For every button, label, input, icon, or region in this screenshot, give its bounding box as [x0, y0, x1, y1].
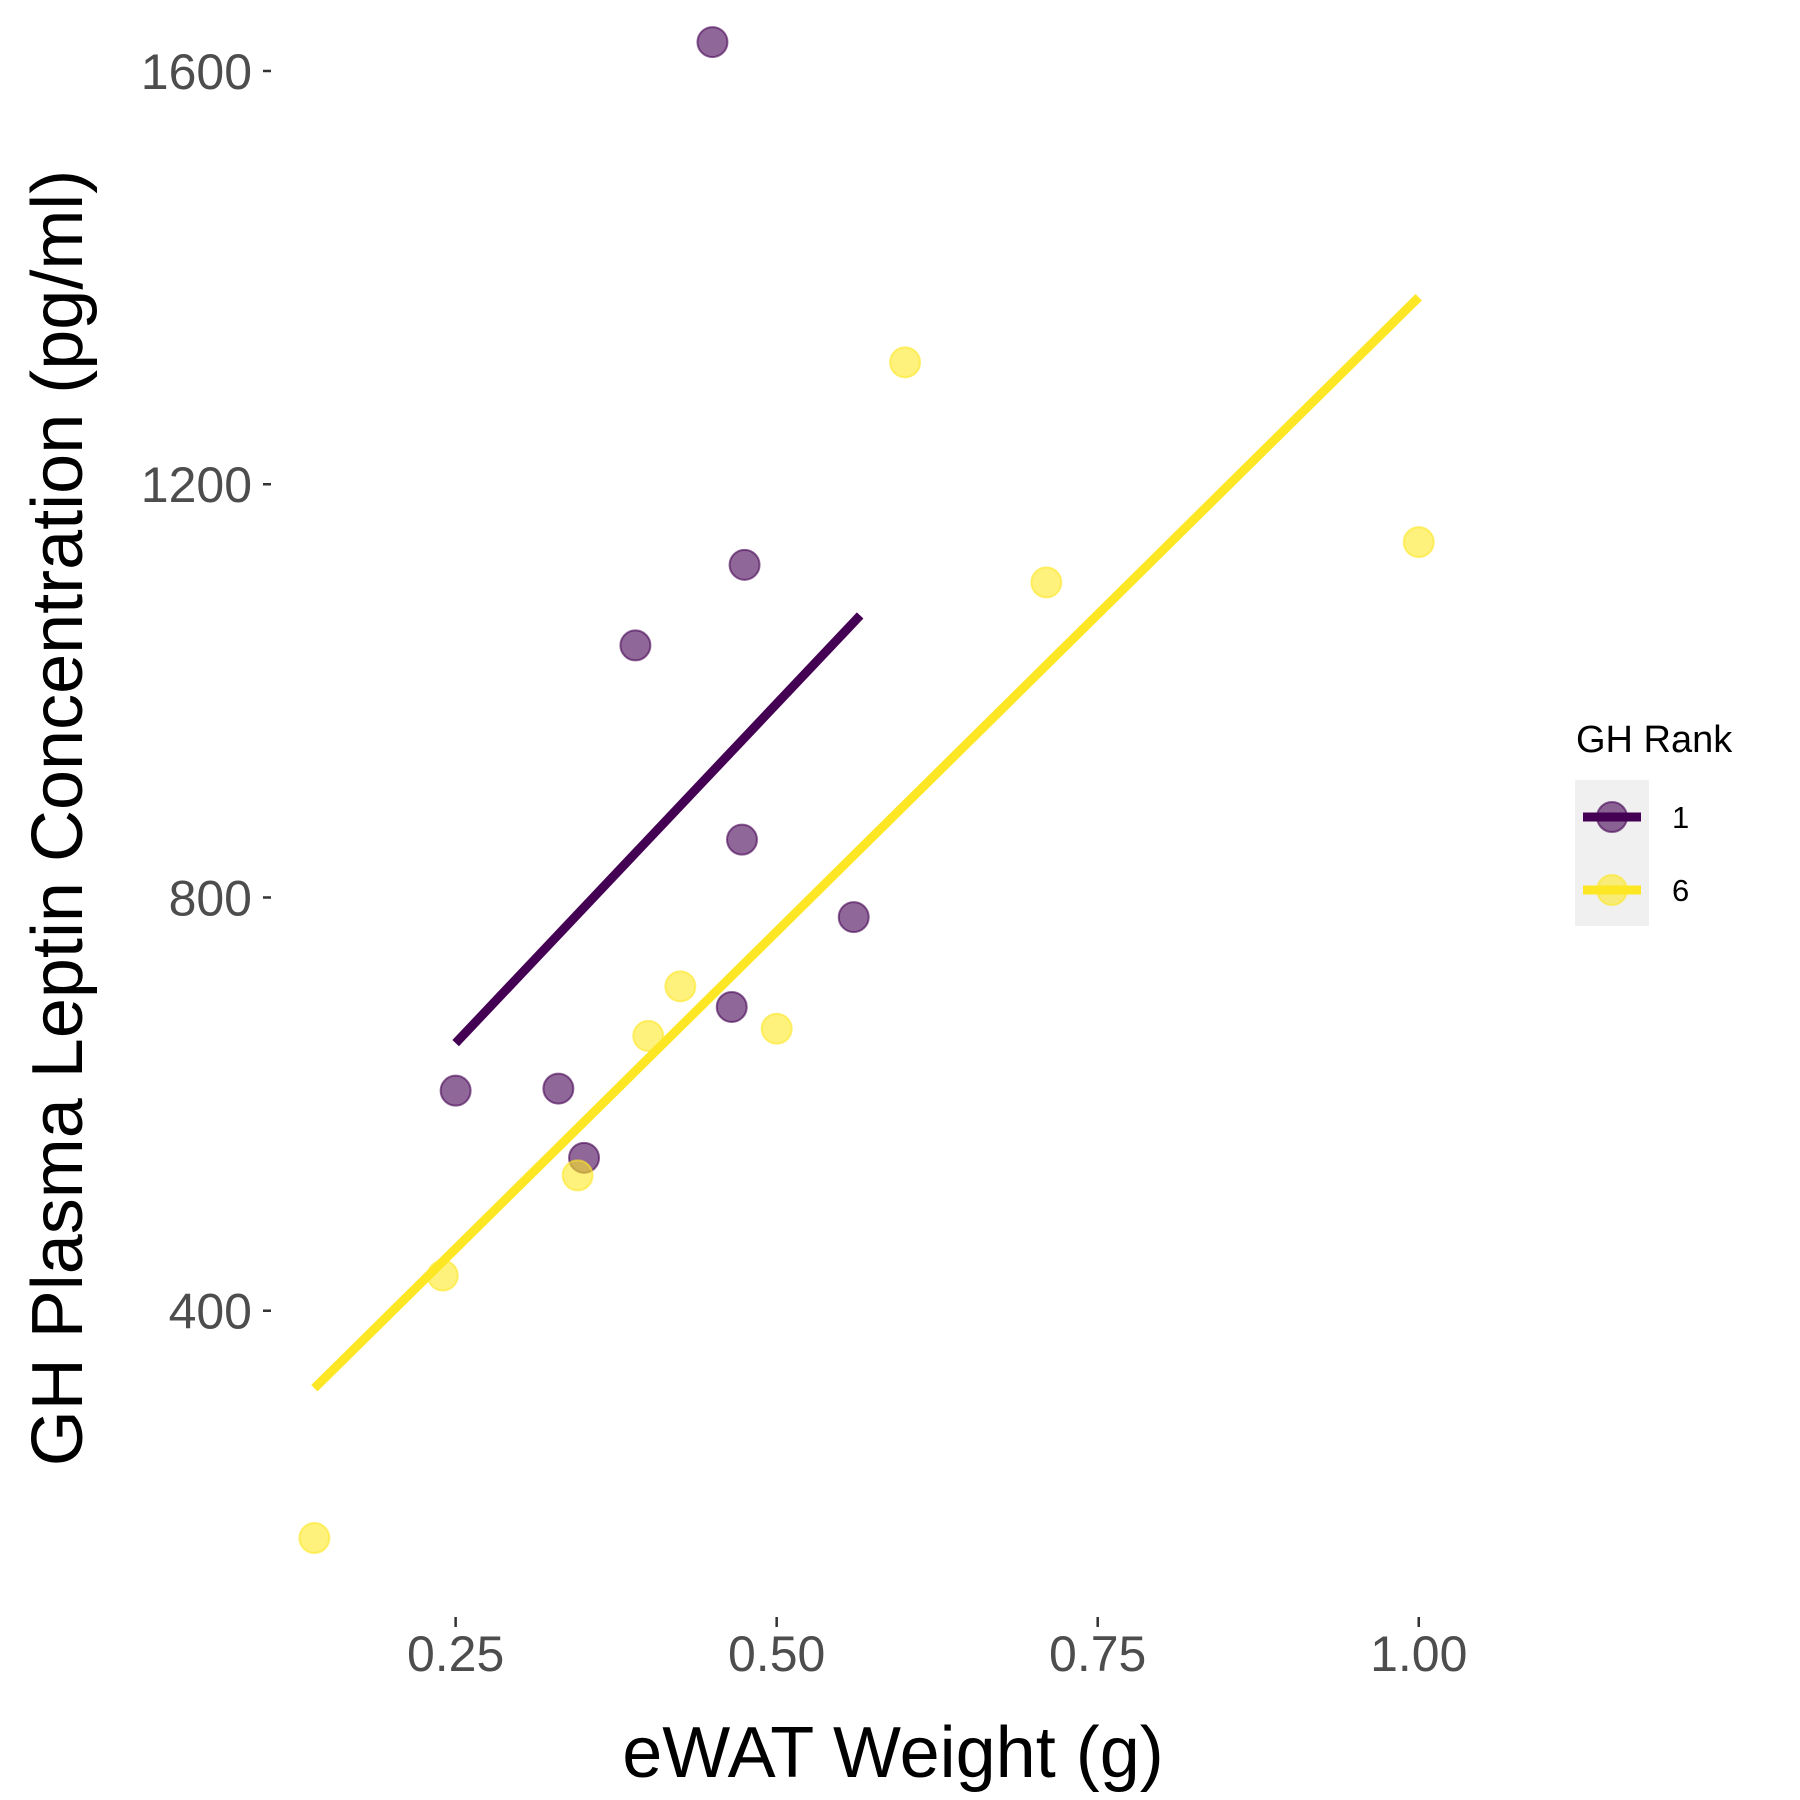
- data-point-series-1: [439, 1074, 472, 1107]
- y-tick-label: 1600: [141, 44, 252, 100]
- data-point-series-6: [760, 1012, 793, 1045]
- data-point-series-6: [1402, 526, 1435, 559]
- legend-keys: 16: [1583, 800, 1689, 908]
- data-point-series-6: [632, 1019, 665, 1052]
- data-point-series-6: [889, 346, 922, 379]
- data-point-series-1: [728, 548, 761, 581]
- x-axis-title: eWAT Weight (g): [622, 1713, 1163, 1793]
- data-point-series-6: [426, 1259, 459, 1292]
- data-points: [298, 26, 1435, 1555]
- data-point-series-1: [837, 901, 870, 934]
- y-tick-label: 800: [169, 870, 252, 926]
- x-tick-label: 0.75: [1049, 1626, 1146, 1682]
- y-axis-title: GH Plasma Leptin Concentration (pg/ml): [18, 170, 98, 1467]
- x-tick-label: 1.00: [1370, 1626, 1467, 1682]
- legend: GH Rank 16: [1575, 719, 1733, 926]
- data-point-series-1: [542, 1072, 575, 1105]
- y-axis: 400 800 1200 1600: [141, 44, 271, 1340]
- legend-label-1: 1: [1672, 800, 1689, 835]
- legend-title: GH Rank: [1576, 719, 1733, 761]
- data-point-series-6: [561, 1159, 594, 1192]
- trend-line-series-6: [311, 294, 1422, 1392]
- x-tick-label: 0.50: [728, 1626, 825, 1682]
- data-point-series-1: [696, 26, 729, 59]
- y-tick-label: 400: [169, 1284, 252, 1340]
- data-point-series-1: [715, 990, 748, 1023]
- legend-key-point-6: [1596, 874, 1628, 906]
- data-point-series-1: [619, 629, 652, 662]
- x-tick-label: 0.25: [407, 1626, 504, 1682]
- data-point-series-6: [298, 1522, 331, 1555]
- trend-lines: [311, 294, 1422, 1392]
- legend-key-point-1: [1596, 801, 1628, 833]
- data-point-series-1: [725, 823, 758, 856]
- data-point-series-6: [664, 970, 697, 1003]
- legend-label-6: 6: [1672, 873, 1689, 908]
- y-tick-label: 1200: [141, 457, 252, 513]
- trend-line-series-1: [452, 612, 864, 1047]
- x-axis: 0.25 0.50 0.75 1.00: [407, 1617, 1467, 1682]
- data-point-series-6: [1030, 566, 1063, 599]
